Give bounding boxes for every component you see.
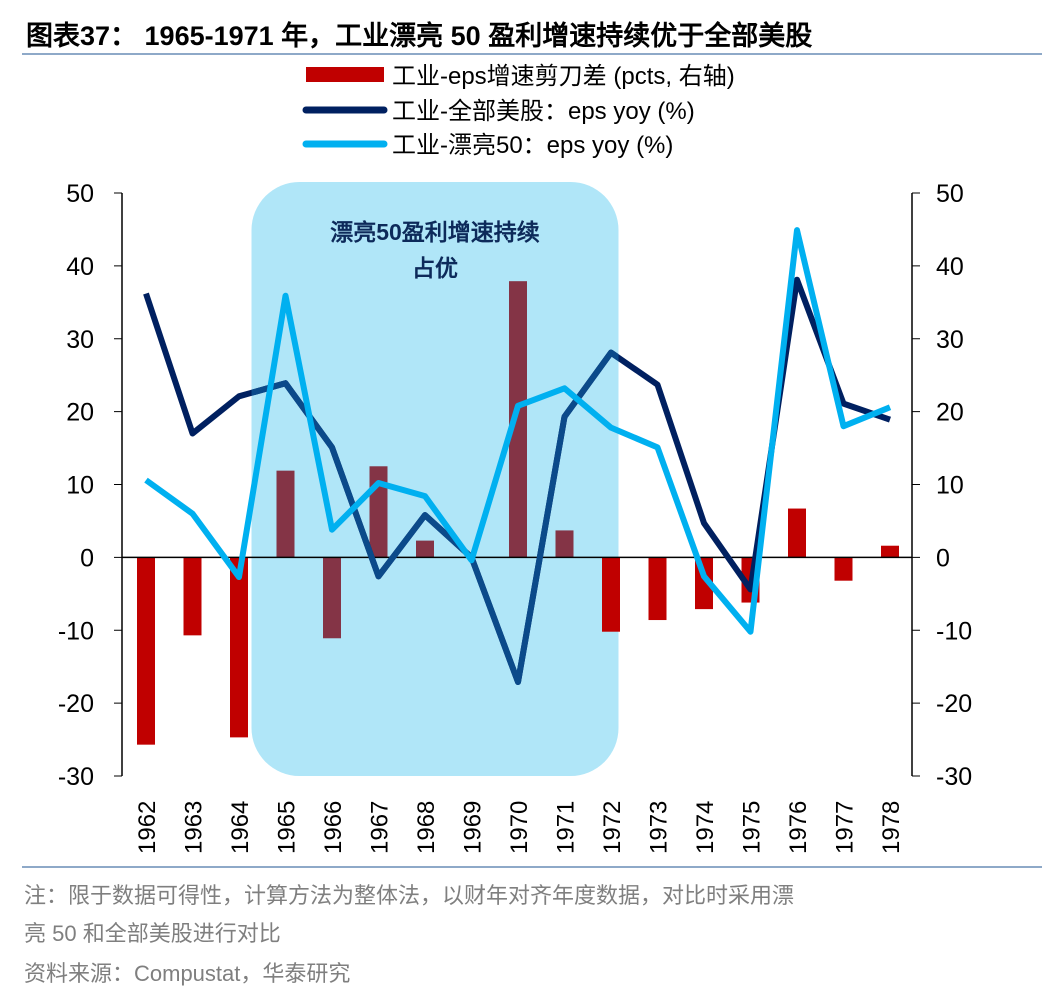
- right-tick-label: 0: [936, 544, 950, 572]
- x-tick-label: 1970: [506, 801, 533, 854]
- line-nifty50: [144, 227, 892, 635]
- x-tick-label: 1964: [227, 801, 254, 854]
- x-tick-label: 1973: [646, 801, 673, 854]
- source-note: 资料来源：Compustat，华泰研究: [24, 961, 351, 986]
- right-tick-label: 20: [936, 399, 964, 427]
- x-tick-label: 1978: [878, 801, 905, 854]
- right-tick-label: -10: [936, 617, 972, 645]
- x-tick-label: 1971: [553, 801, 580, 854]
- left-tick-label: -10: [58, 617, 94, 645]
- x-tick-label: 1965: [274, 801, 301, 854]
- note-line: 注：限于数据可得性，计算方法为整体法，以财年对齐年度数据，对比时采用漂: [24, 883, 795, 908]
- right-tick-label: -30: [936, 763, 972, 791]
- left-tick-label: -20: [58, 690, 94, 718]
- bar: [788, 508, 806, 558]
- legend-swatch: [306, 67, 384, 82]
- right-tick-label: 10: [936, 472, 964, 500]
- left-tick-label: 30: [66, 326, 94, 354]
- legend-label: 工业-漂亮50：eps yoy (%): [392, 132, 673, 159]
- bar: [323, 557, 341, 639]
- bar: [881, 545, 899, 558]
- bar: [648, 557, 667, 621]
- divider: [22, 866, 1042, 868]
- highlight-label: 占优: [412, 255, 458, 281]
- left-tick-label: 0: [80, 544, 94, 572]
- x-tick-label: 1963: [181, 801, 208, 854]
- left-tick-label: -30: [58, 763, 94, 791]
- figure-title: 图表37： 1965-1971 年，工业漂亮 50 盈利增速持续优于全部美股: [26, 21, 813, 51]
- x-tick-label: 1962: [134, 801, 161, 854]
- left-tick-label: 10: [66, 472, 94, 500]
- bar: [555, 530, 574, 558]
- bar: [183, 557, 202, 636]
- right-tick-label: 40: [936, 253, 964, 281]
- bar: [834, 557, 853, 581]
- highlight-label: 漂亮50盈利增速持续: [330, 219, 540, 245]
- legend-label: 工业-全部美股：eps yoy (%): [392, 98, 695, 125]
- legend-label: 工业-eps增速剪刀差 (pcts, 右轴): [392, 63, 735, 90]
- x-tick-label: 1972: [599, 801, 626, 854]
- left-tick-label: 40: [66, 253, 94, 281]
- bar: [230, 557, 248, 738]
- x-tick-label: 1967: [367, 801, 394, 854]
- note-line: 亮 50 和全部美股进行对比: [24, 921, 281, 946]
- left-tick-label: 20: [66, 399, 94, 427]
- bar: [276, 470, 295, 558]
- x-tick-label: 1977: [832, 801, 859, 854]
- bar: [416, 540, 434, 558]
- x-tick-label: 1974: [692, 801, 719, 854]
- x-tick-label: 1975: [739, 801, 766, 854]
- divider: [22, 53, 1042, 55]
- right-tick-label: -20: [936, 690, 972, 718]
- left-tick-label: 50: [66, 180, 94, 208]
- x-tick-label: 1968: [413, 801, 440, 854]
- bar: [369, 466, 388, 558]
- right-tick-label: 50: [936, 180, 964, 208]
- x-tick-label: 1969: [460, 801, 487, 854]
- bar: [509, 281, 527, 558]
- bar: [137, 557, 155, 745]
- x-tick-label: 1966: [320, 801, 347, 854]
- right-tick-label: 30: [936, 326, 964, 354]
- x-tick-label: 1976: [785, 801, 812, 854]
- bar: [602, 557, 620, 632]
